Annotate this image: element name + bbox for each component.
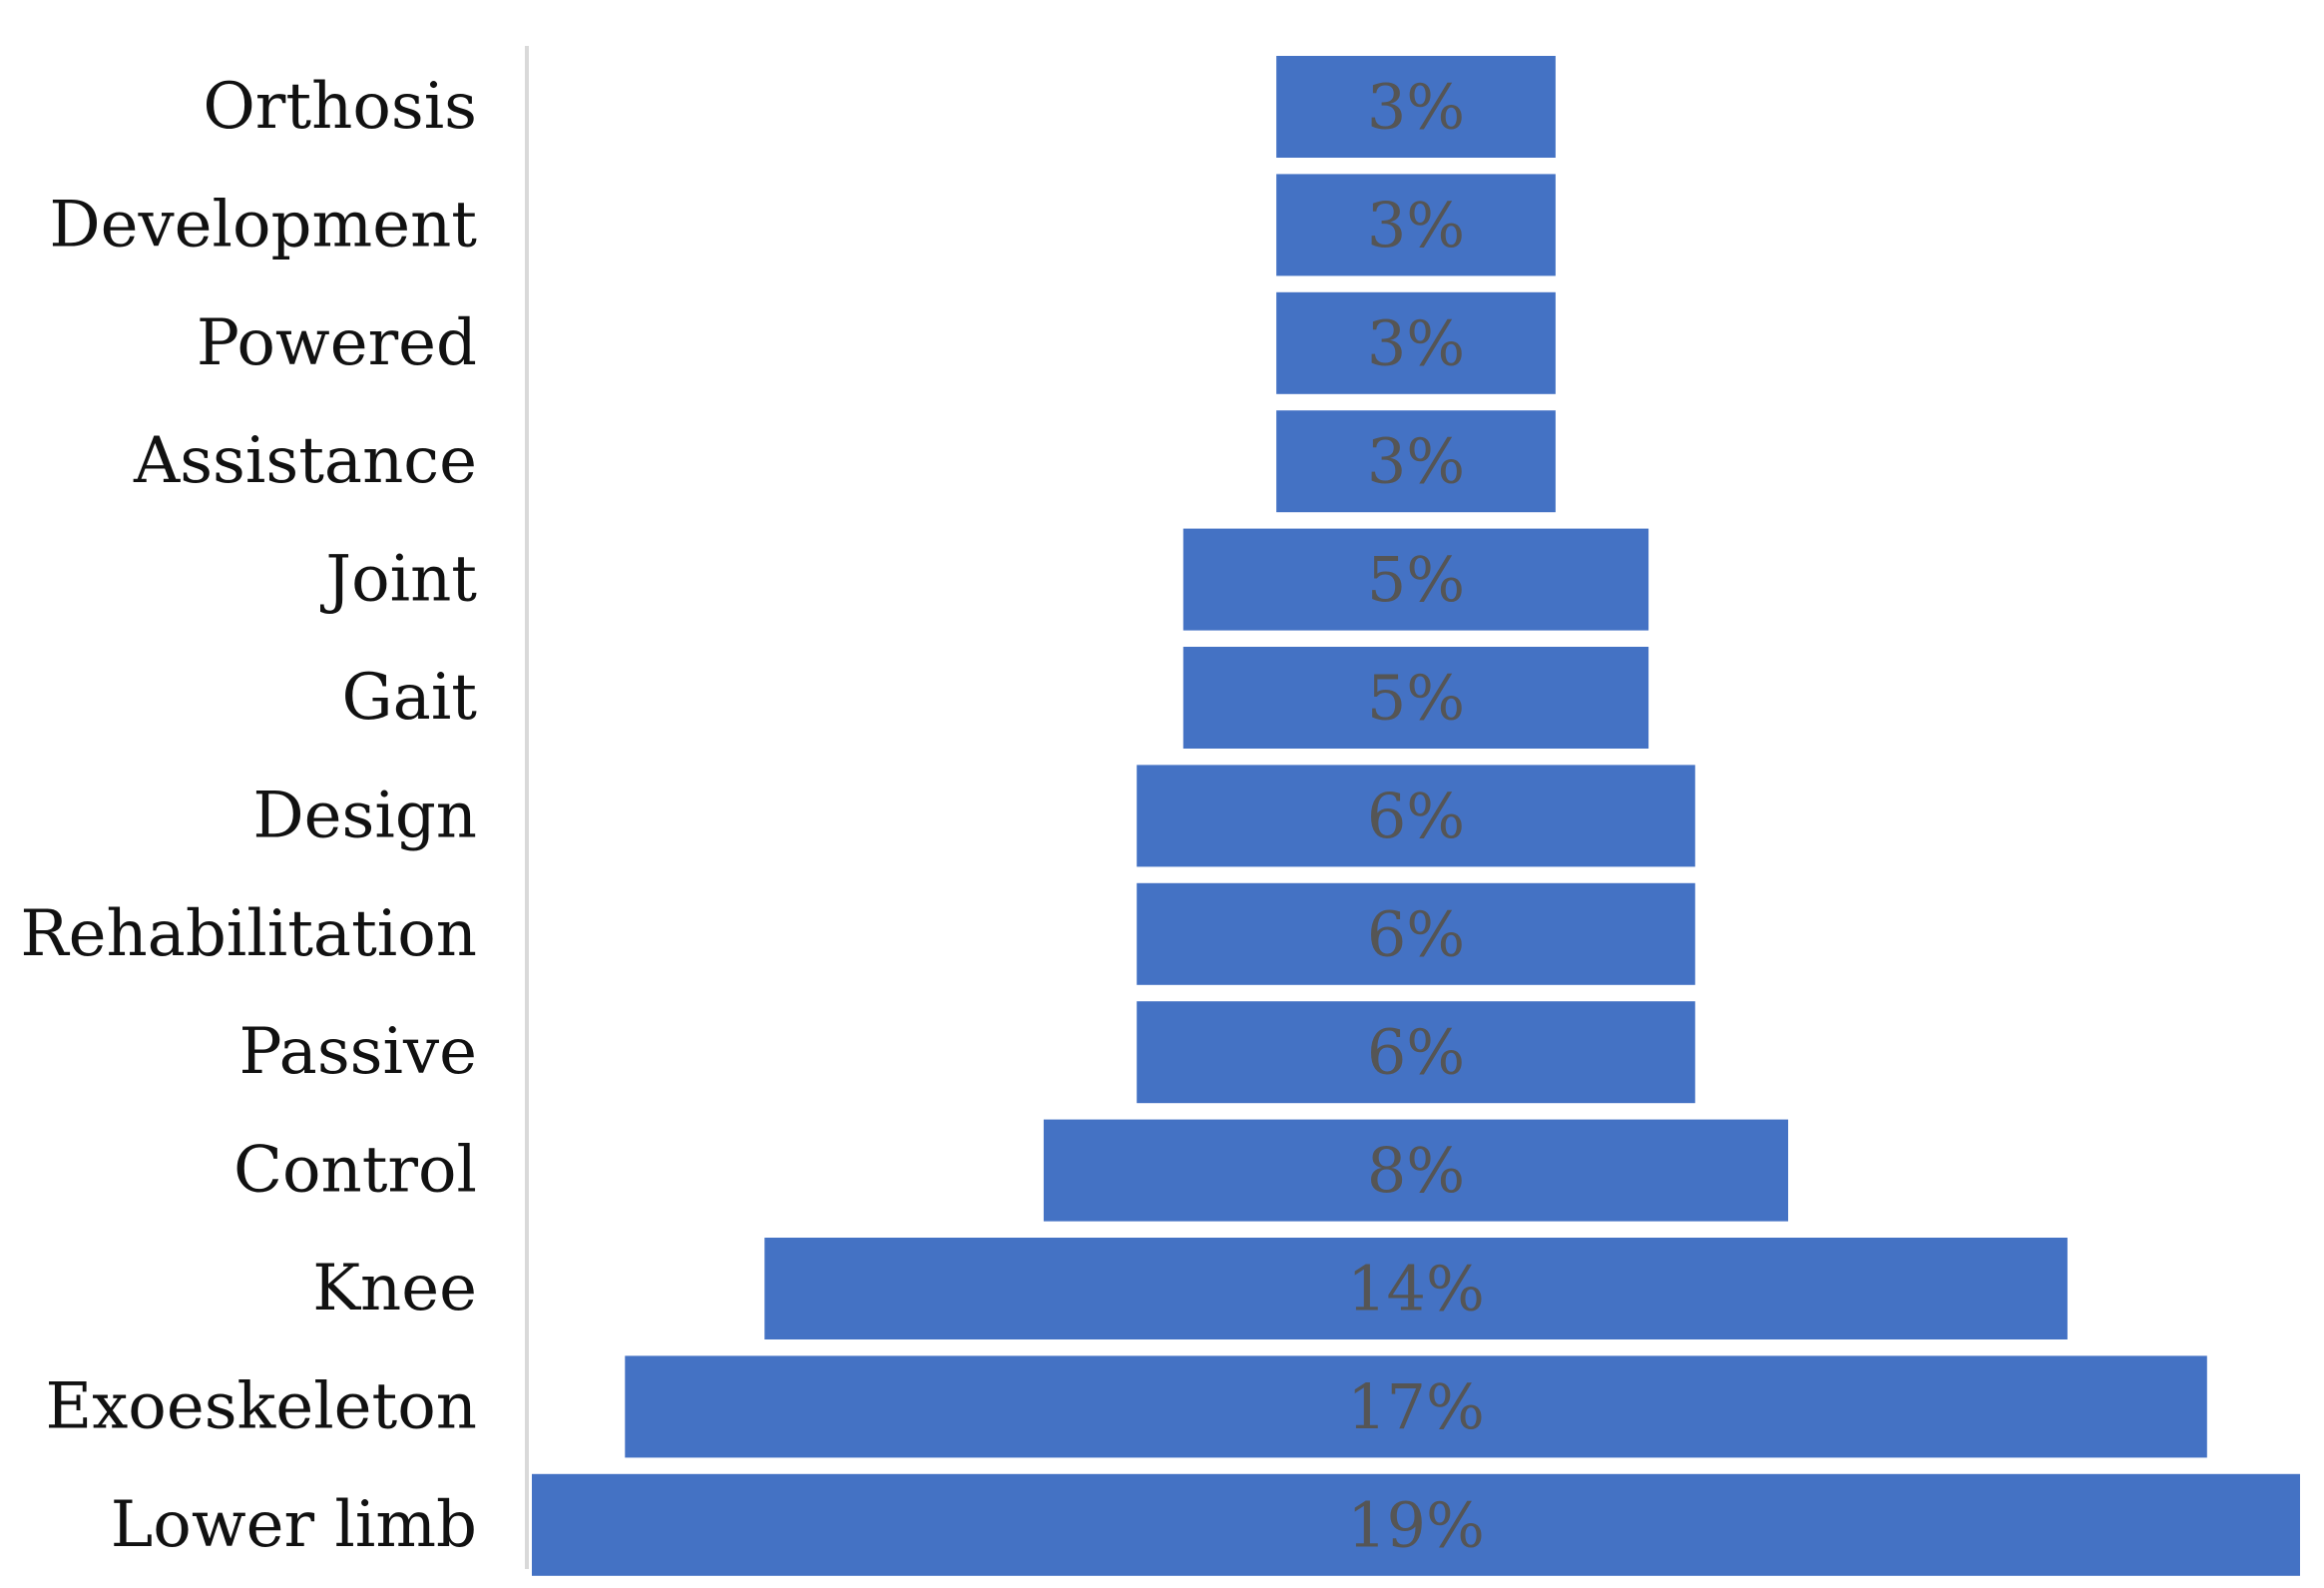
- bar-lower-limb: [532, 1473, 2300, 1576]
- category-label: Lower limb: [111, 1488, 477, 1562]
- value-label: 5%: [1367, 662, 1465, 735]
- value-label: 6%: [1367, 1016, 1465, 1089]
- value-label: 3%: [1367, 189, 1465, 262]
- value-label: 6%: [1367, 897, 1465, 970]
- bar-powered: [1276, 291, 1556, 394]
- category-label: Joint: [319, 543, 477, 617]
- category-label: Development: [49, 188, 477, 262]
- bar-orthosis: [1276, 56, 1556, 158]
- value-label: 8%: [1367, 1134, 1465, 1207]
- bars-group: [532, 56, 2300, 1576]
- bar-knee: [764, 1238, 2068, 1339]
- bar-joint: [1182, 528, 1649, 631]
- bar-exoeskeleton: [625, 1355, 2207, 1458]
- category-label: Exoeskeleton: [45, 1369, 477, 1443]
- bar-passive: [1137, 1001, 1695, 1104]
- value-label: 5%: [1367, 543, 1465, 616]
- category-labels-group: Orthosis Development Powered Assistance Join…: [20, 70, 477, 1562]
- value-label: 3%: [1367, 425, 1465, 498]
- category-label: Knee: [312, 1252, 477, 1325]
- value-label: 19%: [1347, 1488, 1485, 1561]
- bar-assistance: [1276, 410, 1556, 513]
- category-label: Rehabilitation: [20, 897, 477, 971]
- category-label: Design: [252, 779, 477, 852]
- value-label: 3%: [1367, 306, 1465, 379]
- bar-development: [1276, 174, 1556, 276]
- bar-rehabilitation: [1137, 882, 1695, 985]
- category-label: Control: [233, 1134, 477, 1208]
- bar-design: [1137, 765, 1695, 867]
- bar-control: [1043, 1119, 1788, 1222]
- category-label: Assistance: [133, 424, 477, 498]
- value-labels-group: 3% 3% 3% 3% 5% 5% 6% 6% 6% 8% 14% 17% 19%: [1347, 71, 1485, 1562]
- category-label: Orthosis: [203, 70, 477, 144]
- category-label: Gait: [342, 661, 478, 735]
- value-label: 3%: [1367, 71, 1465, 144]
- category-label: Passive: [238, 1015, 477, 1089]
- value-label: 14%: [1347, 1253, 1485, 1325]
- category-label: Powered: [197, 306, 477, 380]
- value-label: 6%: [1367, 780, 1465, 852]
- value-label: 17%: [1347, 1370, 1485, 1443]
- bar-gait: [1182, 647, 1649, 749]
